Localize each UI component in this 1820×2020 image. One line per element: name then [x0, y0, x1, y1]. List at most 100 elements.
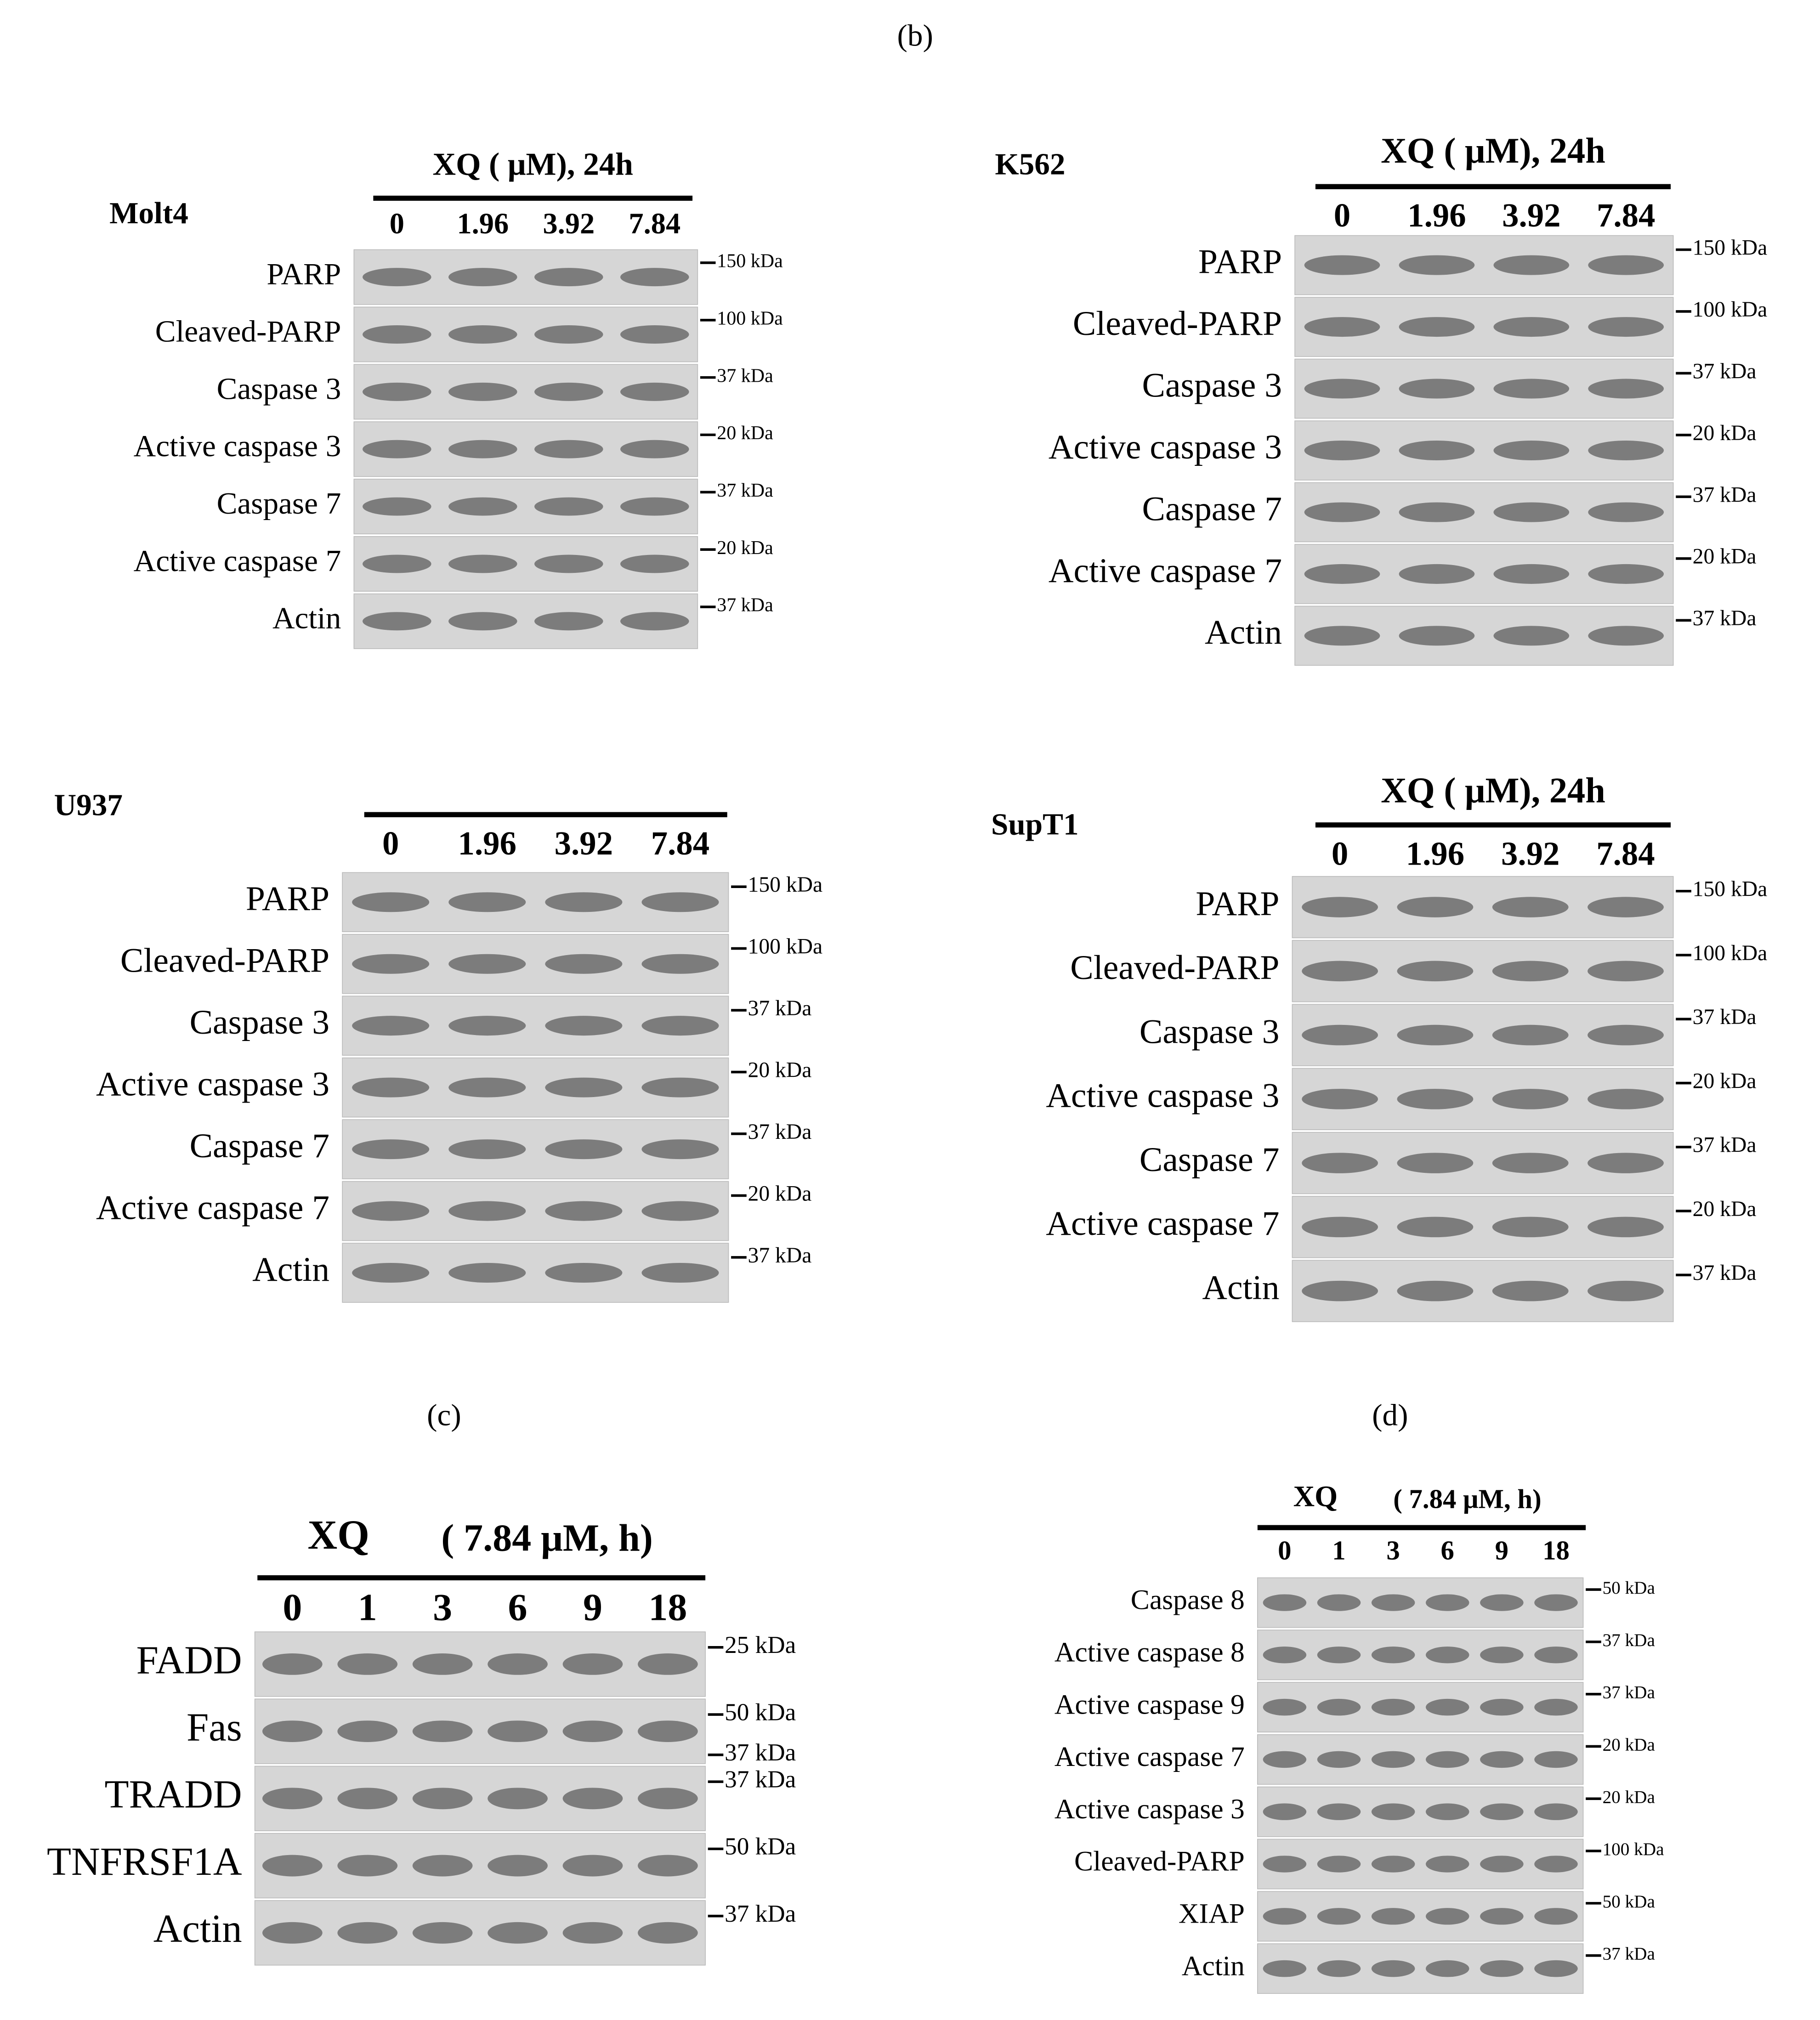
band	[448, 555, 517, 573]
dose-label: 9	[1495, 1536, 1508, 1566]
dose-label: 18	[1542, 1536, 1570, 1566]
size-marker: 150 kDa	[1693, 236, 1768, 260]
dose-label: 1	[1332, 1536, 1345, 1566]
protein-label: Active caspase 7	[134, 543, 341, 578]
band	[1480, 1908, 1524, 1925]
size-marker: 37 kDa	[717, 365, 773, 386]
band	[1588, 502, 1664, 522]
band	[638, 1720, 698, 1743]
dose-label: 0	[1332, 835, 1348, 872]
band	[1263, 1856, 1307, 1873]
band	[1317, 1856, 1361, 1873]
band	[1588, 1089, 1664, 1109]
band	[448, 497, 517, 516]
band	[1588, 897, 1664, 917]
band	[363, 440, 431, 458]
band	[337, 1855, 398, 1877]
blot-strip	[1257, 1734, 1584, 1785]
band	[1371, 1751, 1415, 1768]
protein-label: Cleaved-PARP	[1070, 949, 1279, 987]
treatment-header: XQ ( μM), 24h	[1381, 770, 1605, 810]
size-marker: 20 kDa	[717, 538, 773, 559]
band	[448, 1077, 526, 1098]
blot-strip	[1257, 1682, 1584, 1733]
band	[1263, 1647, 1307, 1664]
band	[352, 1201, 430, 1221]
protein-label: Caspase 8	[1131, 1584, 1245, 1616]
size-marker: 37 kDa	[1693, 359, 1757, 383]
band	[1397, 897, 1474, 917]
band	[1534, 1751, 1578, 1768]
band	[620, 268, 689, 287]
band	[448, 1201, 526, 1221]
band	[1480, 1594, 1524, 1611]
panel-label: (b)	[897, 18, 933, 53]
band	[1302, 897, 1378, 917]
band	[1304, 317, 1380, 337]
band	[1492, 1280, 1569, 1301]
panel-label: (d)	[1372, 1398, 1408, 1432]
band	[1399, 255, 1475, 275]
band	[1371, 1856, 1415, 1873]
size-marker: 20 kDa	[717, 423, 773, 444]
size-marker: 20 kDa	[1693, 1069, 1757, 1093]
band	[545, 1016, 623, 1036]
dose-label: 1	[358, 1586, 377, 1629]
band	[1304, 502, 1380, 522]
band	[1426, 1751, 1469, 1768]
protein-label: Caspase 3	[1140, 1013, 1280, 1051]
band	[638, 1653, 698, 1675]
band	[448, 1016, 526, 1036]
band	[1371, 1647, 1415, 1664]
size-marker: 37 kDa	[748, 1120, 812, 1144]
treatment-header: XQ ( μM), 24h	[1381, 130, 1605, 170]
size-marker: 20 kDa	[748, 1182, 812, 1205]
dose-label: 0	[1334, 197, 1350, 234]
blot-strip	[1257, 1943, 1584, 1994]
size-marker: 20 kDa	[1603, 1735, 1655, 1754]
size-marker: 20 kDa	[1693, 545, 1757, 569]
size-marker: 37 kDa	[748, 1244, 812, 1267]
band	[448, 892, 526, 912]
band	[1480, 1856, 1524, 1873]
band	[1302, 1280, 1378, 1301]
band	[638, 1788, 698, 1810]
band	[545, 892, 623, 912]
dose-label: 3	[1386, 1536, 1400, 1566]
size-marker: 37 kDa	[717, 480, 773, 501]
band	[1371, 1803, 1415, 1820]
band	[545, 1077, 623, 1098]
band	[262, 1788, 323, 1810]
band	[641, 954, 719, 974]
band	[545, 954, 623, 974]
band	[1588, 440, 1664, 461]
size-marker: 50 kDa	[725, 1833, 796, 1860]
dose-label: 1.96	[1407, 197, 1466, 234]
size-marker: 37 kDa	[717, 595, 773, 616]
band	[1493, 440, 1570, 461]
blot-strip	[1257, 1630, 1584, 1681]
band	[1263, 1698, 1307, 1716]
protein-label: Caspase 7	[1140, 1141, 1280, 1179]
dose-label: 0	[1278, 1536, 1291, 1566]
blot-strip	[1257, 1786, 1584, 1837]
band	[1304, 379, 1380, 399]
band	[262, 1653, 323, 1675]
band	[1397, 1280, 1474, 1301]
band	[1397, 1024, 1474, 1046]
dose-label: 1.96	[457, 207, 509, 240]
band	[1304, 440, 1380, 461]
panel-label: (c)	[427, 1398, 461, 1432]
band	[1534, 1856, 1578, 1873]
band	[1302, 1217, 1378, 1238]
band	[1426, 1856, 1469, 1873]
band	[1534, 1803, 1578, 1820]
blot-strip	[1257, 1891, 1584, 1942]
band	[641, 1139, 719, 1160]
band	[448, 325, 517, 344]
protein-label: TNFRSF1A	[47, 1839, 242, 1884]
band	[262, 1720, 323, 1743]
treatment-header: ( 7.84 μM, h)	[1393, 1484, 1541, 1514]
band	[1534, 1908, 1578, 1925]
size-marker: 37 kDa	[1603, 1630, 1655, 1650]
